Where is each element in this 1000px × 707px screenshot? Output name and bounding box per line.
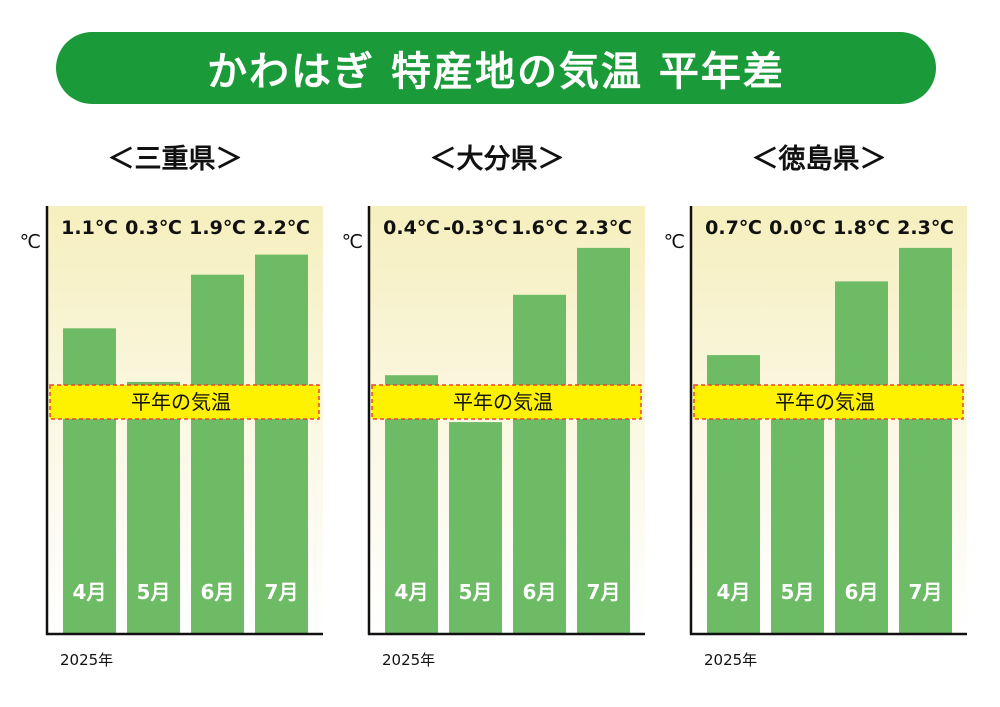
chart-panel xyxy=(45,206,323,636)
baseline-band xyxy=(371,384,642,420)
bar xyxy=(127,381,180,634)
value-label: 2.3℃ xyxy=(897,217,954,239)
month-label: 4月 xyxy=(717,580,751,604)
year-label: 2025年 xyxy=(60,651,113,669)
month-label: 7月 xyxy=(909,580,943,604)
year-label: 2025年 xyxy=(704,651,757,669)
unit-label: ℃ xyxy=(20,231,41,253)
value-label: 1.1℃ xyxy=(61,217,118,239)
baseline-band xyxy=(693,384,964,420)
bar xyxy=(513,294,566,634)
value-label: -0.3℃ xyxy=(443,217,508,239)
bar xyxy=(449,422,502,634)
month-label: 7月 xyxy=(265,580,299,604)
unit-label: ℃ xyxy=(342,231,363,253)
panel-title: ＜大分県＞ xyxy=(430,144,565,175)
month-label: 5月 xyxy=(137,580,171,604)
bar xyxy=(899,247,952,634)
month-label: 7月 xyxy=(587,580,621,604)
value-label: 0.7℃ xyxy=(705,217,762,239)
value-label: 0.4℃ xyxy=(383,217,440,239)
value-label: 1.9℃ xyxy=(189,217,246,239)
value-label: 0.0℃ xyxy=(769,217,826,239)
chart-panel xyxy=(689,206,967,636)
bar xyxy=(577,247,630,634)
title-banner: かわはぎ 特産地の気温 平年差 xyxy=(56,32,936,104)
bar xyxy=(835,281,888,634)
baseline-band xyxy=(49,384,320,420)
baseline-label: 平年の気温 xyxy=(775,390,875,414)
month-label: 6月 xyxy=(523,580,557,604)
bar xyxy=(63,328,116,634)
value-label: 1.8℃ xyxy=(833,217,890,239)
value-label: 1.6℃ xyxy=(511,217,568,239)
baseline-label: 平年の気温 xyxy=(131,390,231,414)
year-label: 2025年 xyxy=(382,651,435,669)
bar xyxy=(255,254,308,634)
month-label: 5月 xyxy=(459,580,493,604)
value-label: 2.2℃ xyxy=(253,217,310,239)
page-title: かわはぎ 特産地の気温 平年差 xyxy=(207,49,785,95)
panel-title: ＜三重県＞ xyxy=(108,144,243,175)
value-label: 0.3℃ xyxy=(125,217,182,239)
month-label: 6月 xyxy=(201,580,235,604)
chart-panel xyxy=(367,206,645,636)
month-label: 5月 xyxy=(781,580,815,604)
month-label: 4月 xyxy=(395,580,429,604)
bar xyxy=(771,402,824,634)
unit-label: ℃ xyxy=(664,231,685,253)
baseline-label: 平年の気温 xyxy=(453,390,553,414)
panel-title: ＜徳島県＞ xyxy=(752,144,887,175)
month-label: 6月 xyxy=(845,580,879,604)
month-label: 4月 xyxy=(73,580,107,604)
bar xyxy=(191,274,244,634)
value-label: 2.3℃ xyxy=(575,217,632,239)
